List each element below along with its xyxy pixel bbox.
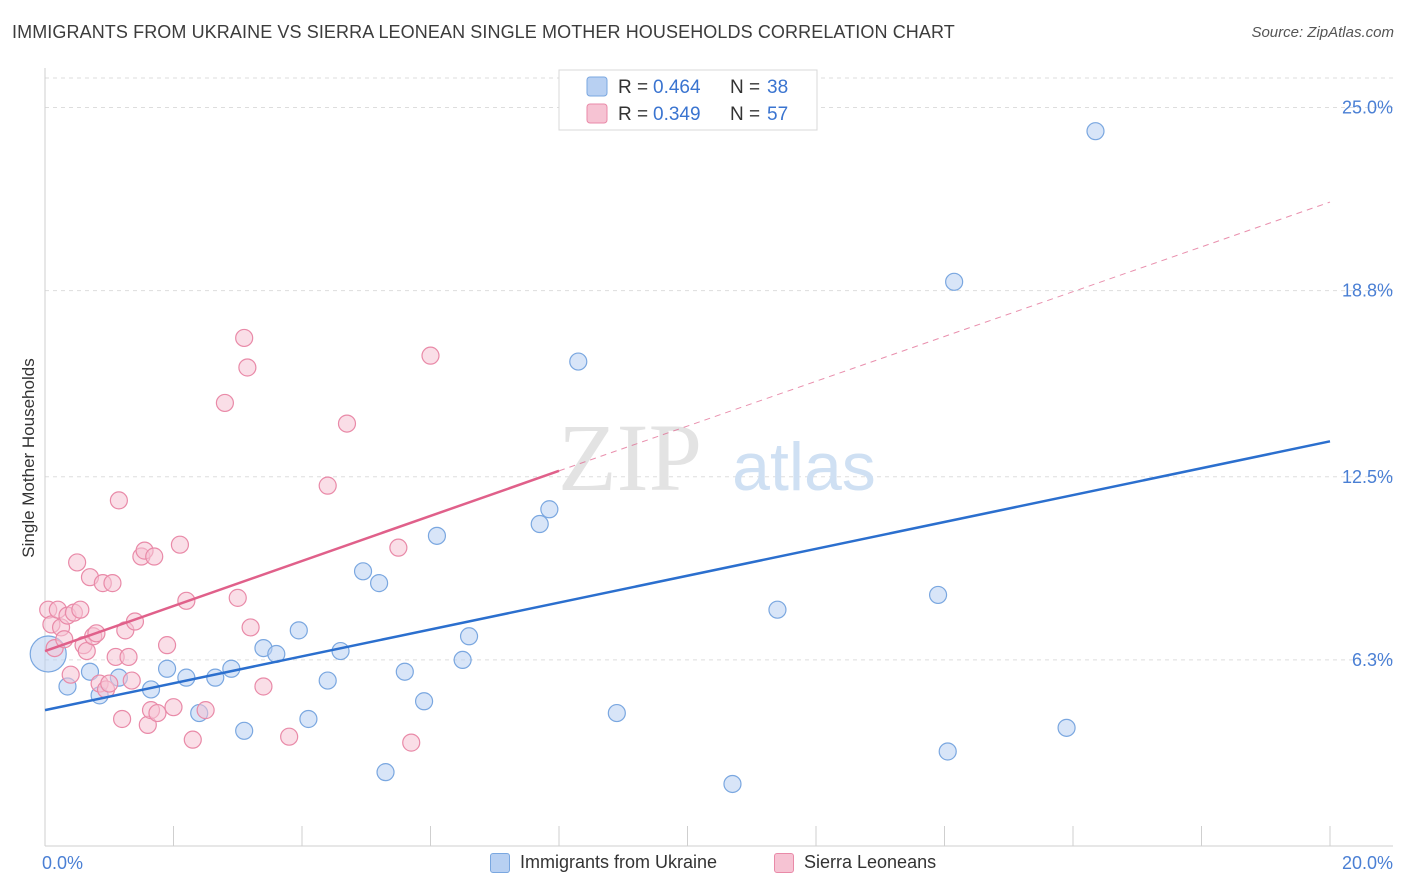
- legend-r-label-2: R =: [618, 104, 648, 125]
- y-tick-label-1: 12.5%: [1342, 467, 1393, 487]
- trend-line-sierra: [44, 469, 560, 653]
- point-sierra-41: [228, 588, 247, 607]
- point-sierra-35: [164, 698, 183, 717]
- point-ukraine-7: [177, 668, 196, 687]
- series-swatch-sierra: [774, 852, 794, 873]
- y-tick-label-3: 25.0%: [1342, 98, 1393, 118]
- series-legend-label-ukraine: Immigrants from Ukraine: [520, 852, 718, 872]
- point-ukraine-24: [453, 650, 472, 670]
- point-ukraine-28: [569, 352, 588, 371]
- trend-lines: [44, 201, 1331, 712]
- legend-n-value-2: 57: [767, 104, 788, 125]
- point-sierra-40: [215, 393, 234, 413]
- point-sierra-22: [109, 491, 128, 510]
- series-legend-label-sierra: Sierra Leoneans: [804, 852, 937, 872]
- point-sierra-19: [100, 674, 119, 693]
- point-sierra-46: [280, 727, 299, 746]
- point-ukraine-27: [540, 500, 559, 519]
- y-tick-labels: 6.3% 12.5% 18.8% 25.0%: [1342, 98, 1393, 670]
- legend-n-label-2: N =: [730, 104, 760, 125]
- chart-source: Source: ZipAtlas.com: [1251, 24, 1394, 41]
- axes: [44, 68, 1393, 847]
- point-sierra-49: [389, 538, 408, 557]
- chart-title: IMMIGRANTS FROM UKRAINE VS SIERRA LEONEA…: [12, 22, 955, 42]
- legend: R = 0.464 N = 38 R = 0.349 N = 57: [558, 69, 818, 131]
- point-sierra-44: [241, 618, 260, 637]
- point-ukraine-17: [331, 641, 350, 661]
- point-sierra-26: [122, 671, 141, 690]
- series-legend-ukraine: Immigrants from Ukraine: [490, 852, 717, 873]
- y-axis-label: Single Mother Households: [19, 358, 38, 557]
- point-ukraine-29: [607, 703, 626, 723]
- watermark-atlas: atlas: [732, 429, 876, 505]
- point-sierra-9: [68, 553, 87, 572]
- point-ukraine-22: [414, 692, 434, 711]
- legend-swatch-sierra: [586, 103, 608, 124]
- point-sierra-36: [170, 535, 190, 554]
- series-legend-sierra: Sierra Leoneans: [774, 852, 936, 873]
- legend-n-value-1: 38: [767, 77, 788, 98]
- trend-line-ukraine: [44, 440, 1331, 712]
- point-ukraine-16: [318, 671, 337, 690]
- legend-r-label-1: R =: [618, 77, 648, 98]
- point-ukraine-33: [938, 742, 957, 761]
- legend-swatch-ukraine: [586, 76, 608, 97]
- point-ukraine-6: [157, 659, 177, 678]
- point-ukraine-23: [427, 526, 447, 545]
- point-ukraine-30: [723, 774, 742, 794]
- point-sierra-10: [71, 600, 90, 619]
- point-sierra-42: [235, 328, 254, 348]
- legend-r-value-1: 0.464: [653, 77, 701, 98]
- point-sierra-45: [254, 677, 273, 696]
- point-sierra-43: [238, 358, 257, 377]
- point-ukraine-9: [206, 668, 225, 687]
- point-sierra-38: [183, 730, 202, 749]
- point-sierra-39: [196, 701, 215, 720]
- point-sierra-34: [157, 636, 177, 655]
- point-ukraine-35: [1057, 718, 1076, 737]
- point-sierra-51: [421, 346, 440, 365]
- x-tick-left: 0.0%: [42, 853, 83, 873]
- point-ukraine-21: [395, 662, 414, 681]
- watermark-zip: ZIP: [558, 404, 702, 511]
- point-sierra-23: [112, 709, 132, 729]
- point-ukraine-34: [945, 272, 964, 291]
- y-tick-label-2: 18.8%: [1342, 281, 1393, 301]
- point-ukraine-11: [235, 721, 254, 740]
- point-sierra-32: [145, 547, 164, 566]
- series-legend: Immigrants from Ukraine Sierra Leoneans: [0, 852, 1406, 878]
- x-tick-right: 20.0%: [1342, 853, 1393, 873]
- point-sierra-47: [318, 476, 337, 495]
- watermark: ZIP atlas: [558, 404, 876, 511]
- point-sierra-7: [61, 665, 80, 684]
- point-ukraine-19: [370, 574, 389, 593]
- point-ukraine-20: [376, 763, 395, 782]
- trend-line-sierra-extension: [558, 201, 1331, 472]
- point-sierra-33: [148, 703, 167, 723]
- point-ukraine-2: [80, 662, 100, 681]
- point-sierra-20: [103, 574, 122, 593]
- point-ukraine-31: [768, 600, 787, 619]
- y-tick-label-0: 6.3%: [1352, 650, 1393, 670]
- point-ukraine-25: [459, 627, 479, 646]
- point-sierra-25: [119, 647, 138, 667]
- legend-n-label-1: N =: [730, 77, 760, 98]
- point-ukraine-36: [1086, 122, 1105, 141]
- point-sierra-50: [402, 733, 421, 752]
- point-ukraine-15: [299, 709, 318, 729]
- point-ukraine-14: [289, 621, 308, 640]
- legend-r-value-2: 0.349: [653, 104, 701, 125]
- point-ukraine-32: [928, 585, 948, 605]
- series-swatch-ukraine: [490, 852, 510, 873]
- point-ukraine-26: [530, 514, 549, 534]
- point-ukraine-18: [353, 562, 373, 581]
- point-sierra-48: [337, 414, 357, 433]
